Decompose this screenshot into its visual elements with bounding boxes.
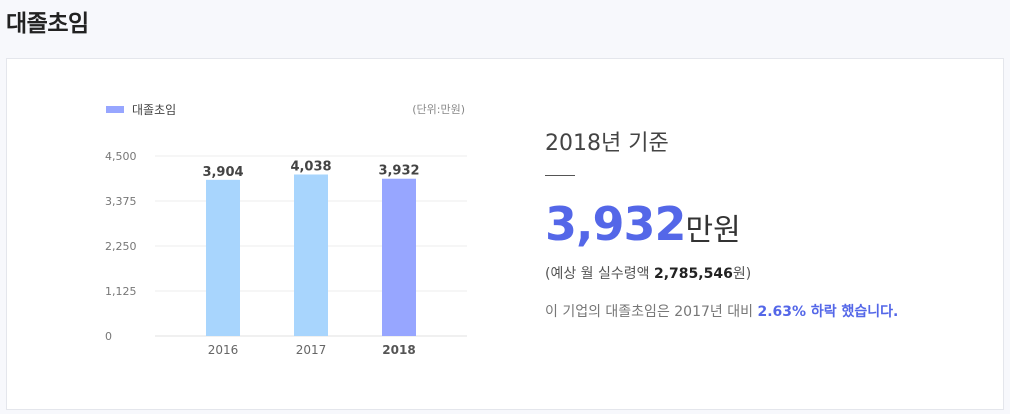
salary-value-row: 3,932만원	[545, 197, 741, 251]
bar-value-label: 3,932	[378, 164, 419, 179]
bar-2016[interactable]	[206, 179, 240, 336]
divider	[545, 175, 575, 176]
basis-year: 2018년 기준	[545, 131, 669, 156]
note-highlight: 2.63% 하락 했습니다.	[757, 304, 899, 320]
x-tick-label: 2017	[296, 343, 327, 357]
x-tick-label: 2018	[382, 343, 415, 357]
bar-2018[interactable]	[382, 178, 416, 336]
page-title: 대졸초임	[6, 11, 89, 37]
chart-legend: 대졸초임	[106, 101, 176, 118]
legend-swatch	[106, 106, 124, 113]
y-tick-label: 2,250	[105, 240, 137, 253]
monthly-suffix: 원)	[732, 266, 752, 282]
bar-value-label: 3,904	[202, 165, 243, 180]
note-prefix: 이 기업의 대졸초임은 2017년 대비	[545, 304, 758, 320]
salary-card: 대졸초임 (단위:만원) 0 1,125 2,250 3,375 4,500 3,904 2…	[6, 58, 1004, 410]
monthly-takehome: (예상 월 실수령액 2,785,546원)	[545, 263, 751, 283]
x-tick-label: 2016	[208, 343, 239, 357]
y-tick-label: 3,375	[105, 195, 137, 208]
monthly-prefix: (예상 월 실수령액	[545, 266, 654, 282]
bar-chart: 0 1,125 2,250 3,375 4,500 3,904 2016 4,038 2017 3…	[105, 150, 467, 357]
y-tick-label: 0	[105, 330, 112, 343]
legend-label: 대졸초임	[132, 103, 177, 117]
unit-label: (단위:만원)	[412, 103, 465, 116]
y-tick-label: 1,125	[105, 285, 137, 298]
y-tick-label: 4,500	[105, 150, 137, 163]
salary-value: 3,932	[545, 197, 687, 251]
comparison-note: 이 기업의 대졸초임은 2017년 대비 2.63% 하락 했습니다.	[545, 301, 898, 321]
bar-value-label: 4,038	[290, 159, 331, 174]
salary-unit: 만원	[685, 213, 741, 248]
bar-2017[interactable]	[294, 174, 328, 336]
monthly-amount: 2,785,546	[653, 266, 733, 282]
